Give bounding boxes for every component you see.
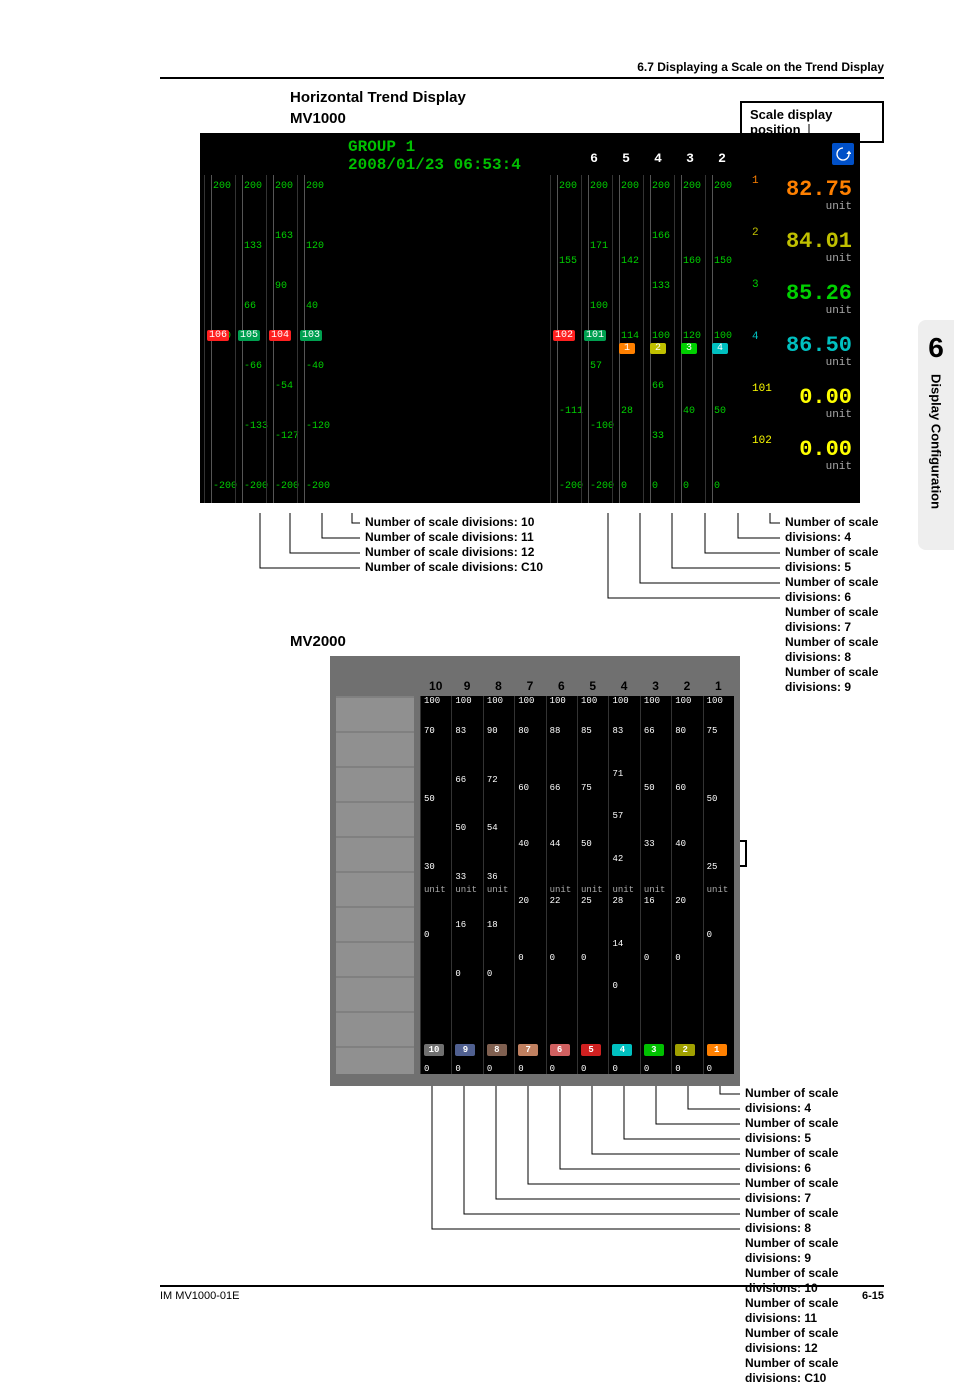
scale-column: 100665033160unit03 — [640, 696, 671, 1074]
callout-text: Number of scale divisions: C10 — [745, 1356, 884, 1386]
scale-column: 1007550250unit01 — [703, 696, 734, 1074]
digital-row: 385.26unit — [750, 279, 854, 331]
mv2000-callouts: Number of scale divisions: 4Number of sc… — [745, 1086, 884, 1386]
scale-column: 2001601204003 — [674, 175, 705, 503]
position-numbers: 65432 — [578, 151, 738, 166]
digital-readouts: 182.75unit284.01unit385.26unit486.50unit… — [750, 175, 854, 487]
digital-row: 486.50unit — [750, 331, 854, 383]
trend-grid — [336, 696, 414, 1074]
callout-text: Number of scale divisions: 12 — [745, 1326, 884, 1356]
scale-column: 2001501005004 — [705, 175, 736, 503]
scales-area: 1007050300unit01010083665033160unit09100… — [420, 696, 734, 1074]
callout-text: Number of scale divisions: 5 — [785, 545, 884, 575]
scale-column: 10080604020007 — [514, 696, 545, 1074]
scale-column: 20017110057-100-200101 — [581, 175, 612, 503]
scale-column: 20015566-111-200102 — [550, 175, 581, 503]
callout-text: Number of scale divisions: 11 — [745, 1296, 884, 1326]
left-scales: 200-80-20010620013366-66-133-20010520016… — [204, 175, 344, 503]
scale-column: 1007050300unit010 — [420, 696, 451, 1074]
right-scales: 20015566-111-20010220017110057-100-20010… — [550, 175, 742, 503]
scale-column: 10090725436180unit08 — [483, 696, 514, 1074]
mv1000-display: GROUP 12008/01/23 06:53:4 65432 200-80-2… — [200, 133, 860, 503]
callouts-left: Number of scale divisions: 10Number of s… — [365, 515, 543, 575]
callout-text: Number of scale divisions: 9 — [745, 1236, 884, 1266]
callout-text: Number of scale divisions: 4 — [785, 515, 884, 545]
cycle-icon[interactable] — [832, 143, 854, 165]
scale-column: 10080604020002 — [671, 696, 702, 1074]
scale-column: 1008371574228140unit04 — [608, 696, 639, 1074]
digital-row: 1020.00unit — [750, 435, 854, 487]
mv2000-display: 10987654321 1007050300unit01010083665033… — [330, 656, 740, 1086]
footer-left: IM MV1000-01E — [160, 1290, 239, 1302]
scale-column: 200-80-200106 — [204, 175, 235, 503]
digital-row: 1010.00unit — [750, 383, 854, 435]
chapter-label: Display Configuration — [929, 374, 944, 509]
scale-column: 20013366-66-133-200105 — [235, 175, 266, 503]
scale-column: 10083665033160unit09 — [451, 696, 482, 1074]
callout-text: Number of scale divisions: 6 — [745, 1146, 884, 1176]
digital-row: 284.01unit — [750, 227, 854, 279]
callout-text: Number of scale divisions: 5 — [745, 1116, 884, 1146]
callout-text: Number of scale divisions: C10 — [365, 560, 543, 575]
group-line: GROUP 1 — [348, 138, 415, 156]
callout-text: Number of scale divisions: 6 — [785, 575, 884, 605]
scale-column: 2001639016-54-127-200104 — [266, 175, 297, 503]
scale-column: 100857550250unit05 — [577, 696, 608, 1074]
callout-text: Number of scale divisions: 8 — [745, 1206, 884, 1236]
callout-text: Number of scale divisions: 12 — [365, 545, 543, 560]
display-title: GROUP 12008/01/23 06:53:4 — [348, 138, 521, 174]
scale-column: 100886644220unit06 — [546, 696, 577, 1074]
callout-text: Number of scale divisions: 7 — [745, 1176, 884, 1206]
position-numbers: 10987654321 — [420, 679, 734, 693]
callout-text: Number of scale divisions: 10 — [745, 1266, 884, 1296]
scale-column: 200166133100663302 — [643, 175, 674, 503]
callout-text: Number of scale divisions: 10 — [365, 515, 543, 530]
callout-text: Number of scale divisions: 11 — [365, 530, 543, 545]
chapter-number: 6 — [918, 332, 954, 364]
digital-row: 182.75unit — [750, 175, 854, 227]
chapter-tab: 6 Display Configuration — [918, 320, 954, 550]
page-header: 6.7 Displaying a Scale on the Trend Disp… — [160, 60, 884, 79]
callout-text: Number of scale divisions: 4 — [745, 1086, 884, 1116]
scale-column: 20012040-40-120-200103 — [297, 175, 328, 503]
callout-text: Number of scale divisions: 7 — [785, 605, 884, 635]
scale-column: 2001421142801 — [612, 175, 643, 503]
date-line: 2008/01/23 06:53:4 — [348, 156, 521, 174]
